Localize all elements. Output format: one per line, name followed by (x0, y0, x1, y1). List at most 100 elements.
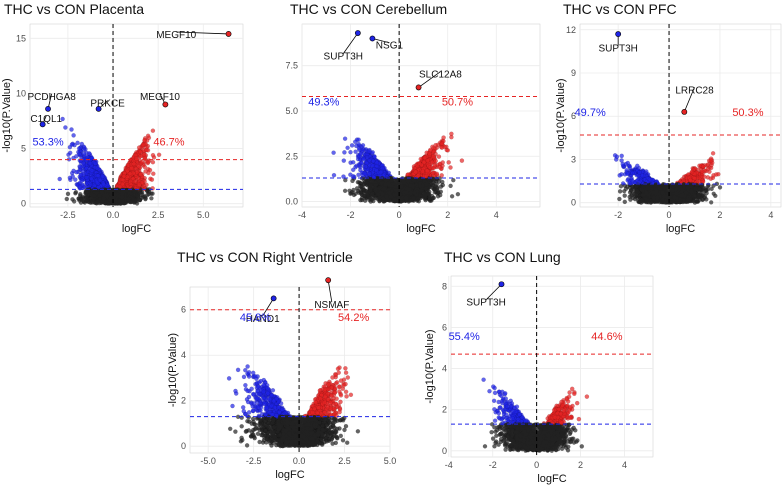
data-point (71, 168, 76, 174)
data-point (353, 164, 358, 170)
data-point (71, 133, 76, 138)
highlighted-gene-point (225, 31, 232, 37)
data-point (140, 142, 146, 148)
data-point (94, 165, 100, 171)
data-point (78, 200, 84, 205)
data-point (57, 176, 62, 182)
data-point (133, 198, 138, 203)
data-point (149, 177, 155, 182)
data-point (85, 187, 90, 192)
gene-label: MEGF10 (156, 30, 196, 41)
data-point (141, 152, 147, 157)
data-point (126, 196, 131, 202)
data-point (137, 182, 142, 187)
data-point (331, 172, 337, 178)
data-point (84, 198, 89, 203)
data-point (77, 184, 83, 190)
y-axis-label: -log10(P.Value) (1, 78, 13, 152)
x-axis-label: logFC (122, 223, 151, 235)
data-point (459, 158, 465, 163)
data-point (145, 159, 151, 165)
data-point (84, 154, 90, 160)
gene-label: PRKCE (90, 98, 125, 109)
data-point (108, 197, 113, 202)
x-tick-label: 4 (494, 210, 499, 220)
data-point (135, 193, 140, 198)
data-point (63, 125, 68, 130)
down-regulated-percent: 53.3% (32, 136, 63, 148)
data-point (138, 149, 143, 155)
gene-label: MEGF10 (140, 92, 180, 103)
data-point (439, 173, 444, 178)
data-point (437, 164, 442, 170)
x-tick-label: 0 (397, 210, 402, 220)
data-point (76, 146, 82, 151)
data-point (449, 194, 455, 199)
data-point (67, 150, 73, 156)
data-point (142, 164, 148, 170)
data-point (119, 195, 125, 200)
data-point (150, 128, 156, 133)
data-point (439, 145, 445, 150)
data-point (140, 192, 145, 198)
data-point (120, 177, 126, 183)
data-point (436, 154, 442, 159)
data-point (73, 189, 79, 195)
data-point (69, 142, 75, 147)
data-point (156, 152, 162, 158)
data-point (349, 143, 355, 148)
data-point (70, 197, 75, 202)
data-point (138, 172, 143, 177)
data-point (341, 158, 347, 163)
data-point (78, 164, 83, 170)
data-point (120, 181, 125, 187)
data-point (75, 140, 80, 146)
data-point (81, 147, 87, 152)
data-point (149, 196, 154, 201)
data-point (342, 150, 347, 155)
data-point (81, 161, 86, 166)
data-point (448, 165, 453, 170)
data-point (97, 193, 102, 198)
gene-label: C1QL1 (30, 114, 62, 125)
data-point (113, 198, 118, 204)
data-point (95, 173, 101, 179)
data-point (69, 127, 74, 132)
x-tick-label: 2.5 (152, 210, 165, 220)
data-point (76, 151, 82, 157)
data-point (142, 137, 147, 143)
data-point (73, 177, 78, 182)
y-tick-label: 10 (16, 88, 26, 98)
data-point (151, 171, 156, 176)
up-regulated-percent: 46.7% (153, 136, 184, 148)
y-tick-label: 5 (21, 144, 26, 154)
data-point (136, 163, 141, 169)
data-point (132, 179, 138, 184)
data-point (121, 174, 127, 179)
data-point (348, 149, 353, 155)
x-axis-label: logFC (406, 223, 435, 235)
x-tick-label: 2 (445, 210, 450, 220)
data-point (64, 196, 70, 202)
x-tick-label: 0.0 (107, 210, 120, 220)
data-point (65, 191, 71, 197)
data-point (117, 199, 122, 204)
data-point (146, 135, 152, 141)
data-point (129, 166, 134, 171)
gene-label: PCDHGA8 (27, 92, 76, 103)
volcano-panel-2: THC vs CON Cerebellum-4 -2 0 2 40.02.55.07.5… (285, 1, 541, 235)
data-point (81, 151, 87, 156)
data-point (331, 150, 336, 155)
data-point (350, 160, 356, 165)
x-tick-label: 5.0 (197, 210, 210, 220)
data-point (354, 186, 360, 191)
data-point (342, 188, 348, 194)
data-point (445, 148, 451, 153)
volcano-panel-1: THC vs CON Placenta-2.5 0.0 2.5 5.0051015lo… (1, 1, 244, 235)
data-point (76, 196, 81, 201)
y-tick-label: 7.5 (285, 61, 298, 71)
y-tick-label: 2.5 (285, 151, 298, 161)
x-tick-label: -2.5 (60, 210, 76, 220)
data-point (101, 196, 106, 201)
